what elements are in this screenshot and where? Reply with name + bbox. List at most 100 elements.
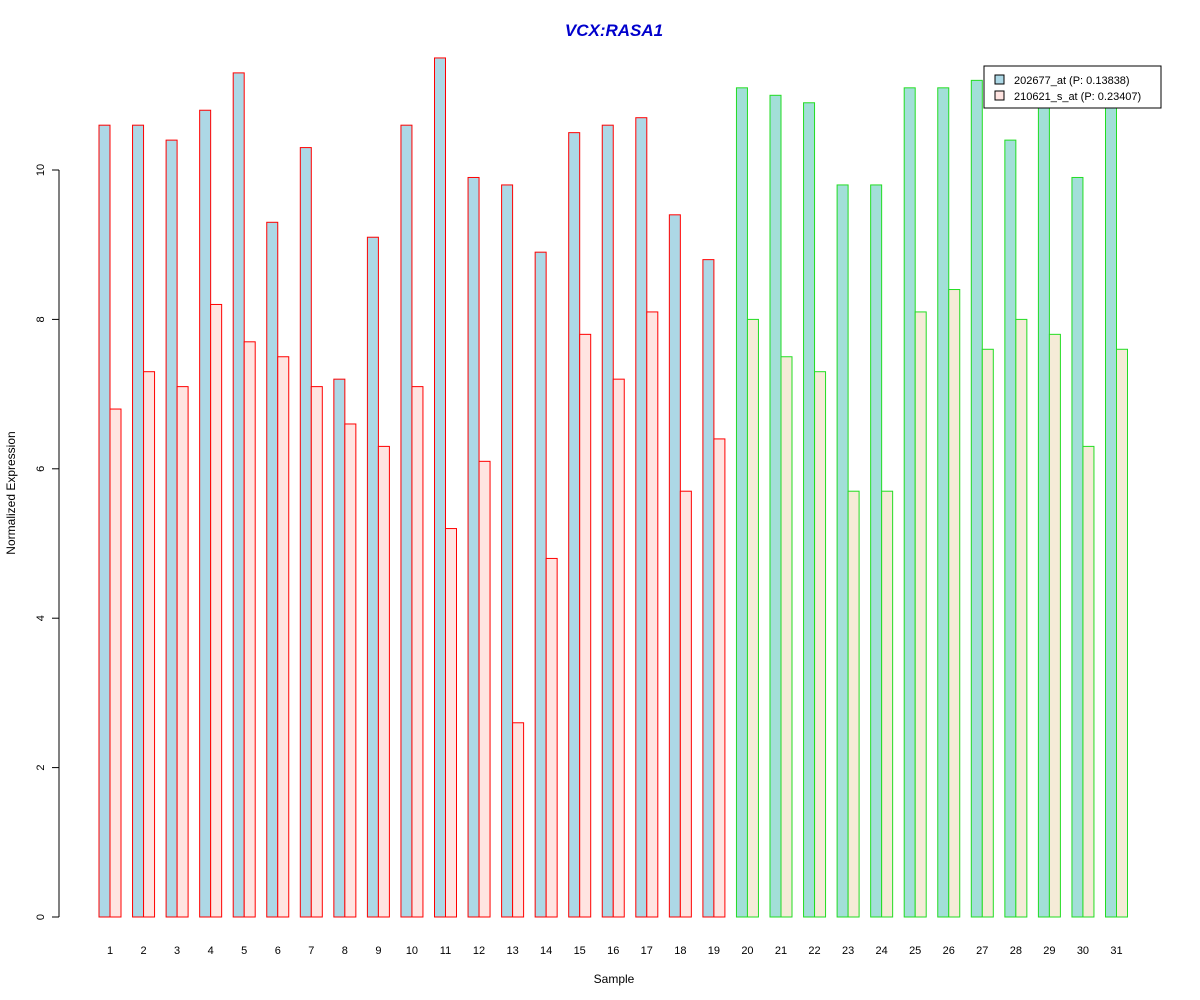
bar-202677-at: [467, 176, 480, 918]
bar-202677-at: [98, 124, 111, 918]
x-tick-label: 6: [275, 945, 281, 957]
x-axis-label: Sample: [594, 972, 635, 986]
x-tick-label: 16: [607, 945, 619, 957]
bar-202677-at: [165, 139, 178, 918]
bar-210621-s-at: [176, 386, 189, 918]
legend-label: 202677_at (P: 0.13838): [1014, 75, 1130, 87]
bar-210621-s-at: [1048, 333, 1061, 918]
bar-202677-at: [299, 147, 312, 918]
bar-210621-s-at: [914, 311, 927, 918]
x-tick-label: 19: [708, 945, 720, 957]
x-tick-label: 1: [107, 945, 113, 957]
bar-210621-s-at: [1116, 348, 1128, 918]
bar-202677-at: [534, 251, 547, 918]
bar-210621-s-at: [143, 371, 156, 918]
bar-210621-s-at: [847, 490, 860, 918]
bar-210621-s-at: [109, 408, 122, 918]
bar-202677-at: [333, 378, 346, 918]
x-tick-label: 22: [808, 945, 820, 957]
y-tick-label: 4: [35, 615, 47, 621]
bar-202677-at: [970, 79, 983, 918]
legend: 202677_at (P: 0.13838) 210621_s_at (P: 0.…: [983, 65, 1162, 109]
x-tick-labels: 1 2 3 4 5 6 7 8 9 10 11 12 13 14 15 16 17 18 19 20 21 22 23 24 2…: [107, 945, 1123, 957]
bar-210621-s-at: [814, 371, 827, 918]
bar-202677-at: [232, 72, 245, 918]
bar-202677-at: [266, 221, 279, 918]
x-tick-label: 4: [208, 945, 214, 957]
bar-202677-at: [803, 102, 816, 918]
y-axis: 0 2 4 6 8 10: [35, 164, 60, 920]
bar-210621-s-at: [210, 303, 223, 918]
x-tick-label: 21: [775, 945, 787, 957]
x-tick-label: 13: [506, 945, 518, 957]
bar-210621-s-at: [411, 386, 424, 918]
bar-210621-s-at: [881, 490, 894, 918]
y-tick-label: 8: [35, 316, 47, 322]
bar-202677-at: [400, 124, 413, 918]
bar-210621-s-at: [1015, 318, 1028, 918]
bar-202677-at: [870, 184, 883, 918]
bar-202677-at: [132, 124, 145, 918]
legend-swatch: [994, 74, 1005, 85]
bar-202677-at: [1071, 176, 1084, 918]
y-tick-label: 2: [35, 765, 47, 771]
x-tick-label: 26: [943, 945, 955, 957]
legend-swatch: [994, 90, 1005, 101]
x-tick-label: 17: [641, 945, 653, 957]
bar-210621-s-at: [377, 445, 390, 918]
x-tick-label: 11: [440, 945, 451, 957]
x-tick-label: 9: [375, 945, 381, 957]
bar-202677-at: [668, 214, 681, 918]
x-tick-label: 14: [540, 945, 552, 957]
x-tick-label: 10: [406, 945, 418, 957]
bar-210621-s-at: [713, 438, 726, 918]
bar-202677-at: [501, 184, 514, 918]
bar-202677-at: [1004, 139, 1017, 918]
y-axis-label: Normalized Expression: [4, 431, 18, 554]
bar-202677-at: [836, 184, 849, 918]
bar-210621-s-at: [579, 333, 592, 918]
bar-210621-s-at: [981, 348, 994, 918]
bar-202677-at: [635, 117, 648, 918]
x-tick-label: 24: [876, 945, 888, 957]
chart-title: VCX:RASA1: [565, 21, 663, 40]
bar-202677-at: [601, 124, 614, 918]
x-tick-label: 2: [140, 945, 146, 957]
bar-210621-s-at: [948, 289, 961, 918]
bar-210621-s-at: [277, 356, 290, 918]
x-tick-label: 5: [241, 945, 247, 957]
bar-202677-at: [434, 57, 446, 918]
x-tick-label: 15: [574, 945, 586, 957]
x-tick-label: 29: [1043, 945, 1055, 957]
x-tick-label: 20: [741, 945, 753, 957]
bar-210621-s-at: [612, 378, 625, 918]
bar-210621-s-at: [780, 356, 793, 918]
bar-202677-at: [1037, 102, 1050, 918]
x-tick-label: 18: [674, 945, 686, 957]
x-tick-label: 23: [842, 945, 854, 957]
bar-202677-at: [769, 94, 782, 918]
bar-210621-s-at: [746, 318, 759, 918]
bar-210621-s-at: [445, 528, 457, 918]
bar-202677-at: [937, 87, 950, 918]
x-tick-label: 7: [308, 945, 314, 957]
x-tick-label: 27: [976, 945, 988, 957]
y-tick-label: 10: [35, 164, 47, 176]
x-tick-label: 28: [1010, 945, 1022, 957]
legend-label: 210621_s_at (P: 0.23407): [1014, 91, 1141, 103]
bar-202677-at: [903, 87, 916, 918]
bar-202677-at: [199, 109, 212, 918]
bar-210621-s-at: [512, 722, 525, 918]
bar-210621-s-at: [344, 423, 357, 918]
bar-202677-at: [702, 259, 715, 918]
x-tick-label: 30: [1077, 945, 1089, 957]
bar-210621-s-at: [310, 386, 323, 918]
bar-202677-at: [735, 87, 748, 918]
bar-210621-s-at: [478, 460, 491, 918]
bar-210621-s-at: [679, 490, 692, 918]
bars-group: [98, 57, 1128, 918]
x-tick-label: 25: [909, 945, 921, 957]
x-tick-label: 12: [473, 945, 485, 957]
bar-210621-s-at: [243, 341, 256, 918]
